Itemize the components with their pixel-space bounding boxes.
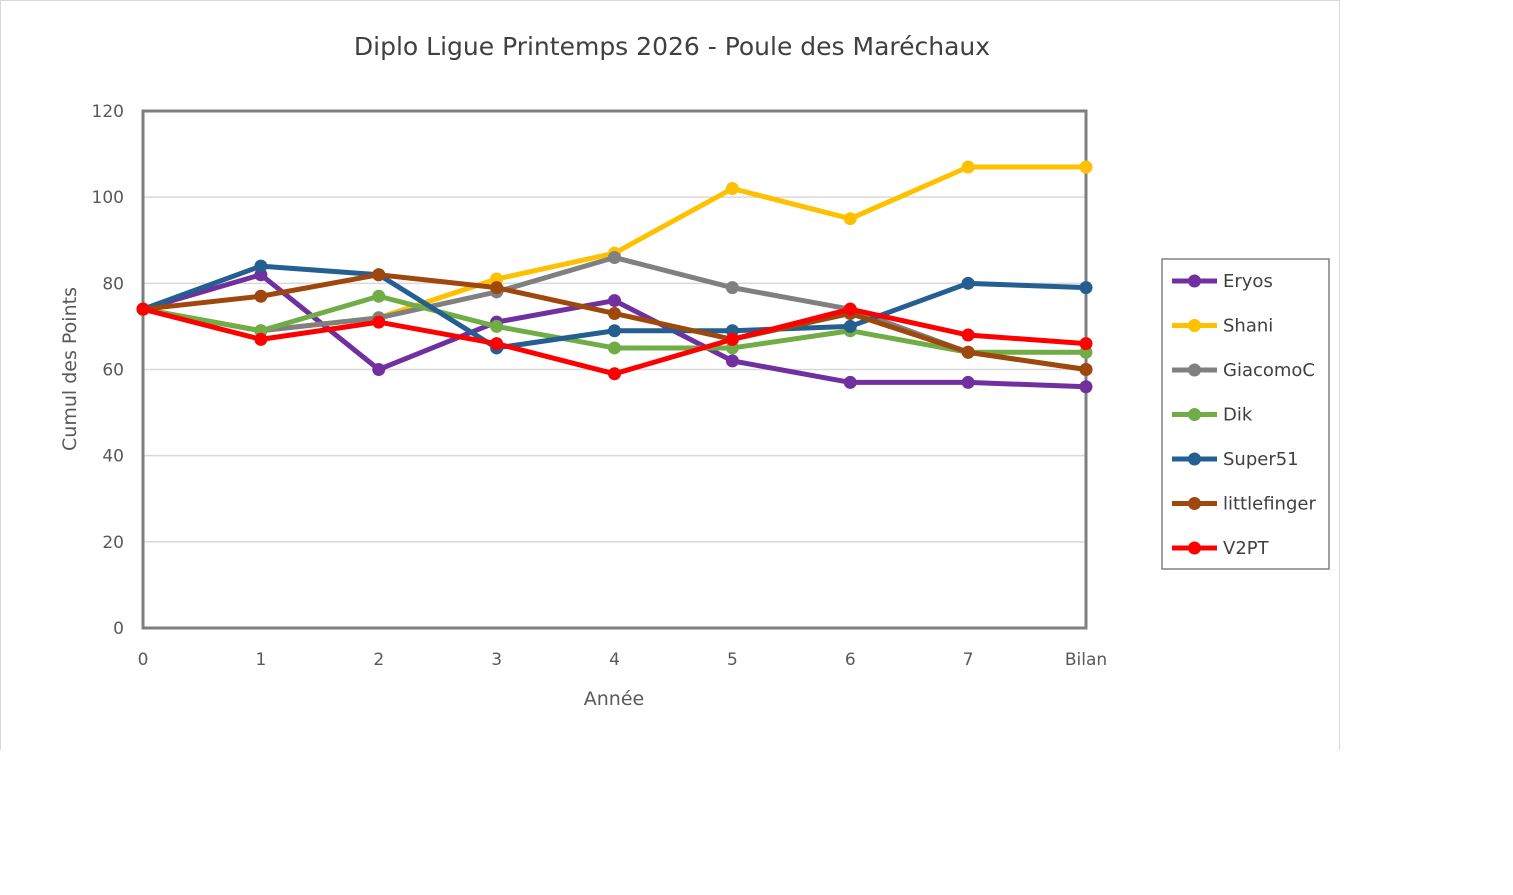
series-littlefinger bbox=[136, 268, 1093, 376]
data-point bbox=[608, 324, 621, 338]
data-point bbox=[961, 345, 975, 359]
data-point bbox=[725, 281, 739, 295]
data-point bbox=[961, 276, 975, 290]
legend-marker bbox=[1188, 541, 1201, 555]
y-axis-ticks: 0 20 40 60 80 100 120 bbox=[92, 102, 124, 639]
data-point bbox=[608, 341, 621, 355]
data-point bbox=[1079, 281, 1093, 295]
data-point bbox=[1079, 337, 1093, 351]
legend-label: V2PT bbox=[1223, 538, 1270, 559]
x-axis-ticks: 0 1 2 3 4 5 6 7 Bilan bbox=[138, 650, 1108, 670]
y-tick-label: 80 bbox=[102, 274, 124, 294]
legend-marker bbox=[1188, 497, 1201, 510]
data-point bbox=[490, 281, 504, 295]
data-point bbox=[254, 332, 268, 346]
y-tick-label: 0 bbox=[113, 619, 124, 639]
legend-item: V2PT bbox=[1172, 538, 1270, 559]
data-point bbox=[372, 363, 386, 376]
legend-marker bbox=[1188, 319, 1201, 332]
legend-label: Dik bbox=[1223, 405, 1253, 426]
data-point bbox=[608, 250, 621, 264]
data-point bbox=[725, 182, 739, 196]
chart-title: Diplo Ligue Printemps 2026 - Poule des M… bbox=[354, 32, 990, 61]
series-v2pt bbox=[136, 302, 1093, 381]
data-point bbox=[843, 302, 857, 316]
x-tick-label: 2 bbox=[373, 650, 384, 670]
data-point bbox=[372, 315, 386, 329]
legend-label: Shani bbox=[1223, 316, 1273, 337]
data-point bbox=[254, 259, 268, 273]
data-point bbox=[725, 332, 739, 346]
y-tick-label: 20 bbox=[102, 533, 124, 553]
data-point bbox=[608, 294, 621, 308]
data-point bbox=[608, 306, 621, 320]
y-tick-label: 100 bbox=[92, 188, 124, 208]
data-point bbox=[843, 212, 857, 226]
legend-marker bbox=[1188, 274, 1201, 288]
data-point bbox=[490, 337, 504, 351]
chart-frame bbox=[0, 0, 1340, 750]
legend: Eryos Shani GiacomoC Dik Super51 littlefinger… bbox=[1161, 258, 1330, 570]
legend-item: Shani bbox=[1172, 316, 1273, 337]
legend-label: Super51 bbox=[1223, 449, 1299, 470]
data-point bbox=[1079, 363, 1093, 376]
x-tick-label: 1 bbox=[255, 650, 266, 670]
legend-item: GiacomoC bbox=[1172, 360, 1315, 381]
x-tick-label: 4 bbox=[609, 650, 620, 670]
y-tick-label: 120 bbox=[92, 102, 124, 122]
data-point bbox=[961, 160, 975, 174]
x-tick-label: 0 bbox=[138, 650, 149, 670]
data-point bbox=[1079, 380, 1093, 394]
data-point bbox=[961, 328, 975, 342]
legend-item: littlefinger bbox=[1172, 494, 1316, 515]
data-point bbox=[490, 319, 504, 333]
y-tick-label: 40 bbox=[102, 447, 124, 467]
y-axis-label: Cumul des Points bbox=[59, 287, 81, 451]
x-tick-label: Bilan bbox=[1065, 650, 1107, 670]
legend-item: Eryos bbox=[1172, 271, 1273, 292]
data-point bbox=[725, 354, 739, 368]
y-tick-label: 60 bbox=[102, 361, 124, 381]
data-point bbox=[608, 367, 621, 381]
legend-label: Eryos bbox=[1223, 271, 1273, 292]
x-tick-label: 3 bbox=[491, 650, 502, 670]
data-point bbox=[136, 302, 150, 316]
legend-marker bbox=[1188, 452, 1201, 466]
x-axis-label: Année bbox=[584, 688, 644, 710]
x-tick-label: 5 bbox=[727, 650, 738, 670]
data-point bbox=[254, 289, 268, 303]
data-point bbox=[372, 268, 386, 282]
data-point bbox=[843, 319, 857, 333]
x-tick-label: 7 bbox=[963, 650, 974, 670]
data-point bbox=[1079, 160, 1093, 174]
legend-label: littlefinger bbox=[1223, 494, 1316, 515]
series-layer bbox=[136, 160, 1093, 394]
data-point bbox=[843, 375, 857, 389]
legend-item: Dik bbox=[1172, 405, 1253, 426]
data-point bbox=[372, 289, 386, 303]
data-point bbox=[961, 375, 975, 389]
legend-label: GiacomoC bbox=[1223, 360, 1315, 381]
legend-marker bbox=[1188, 363, 1201, 377]
legend-marker bbox=[1188, 408, 1201, 421]
legend-item: Super51 bbox=[1172, 449, 1299, 470]
x-tick-label: 6 bbox=[845, 650, 856, 670]
